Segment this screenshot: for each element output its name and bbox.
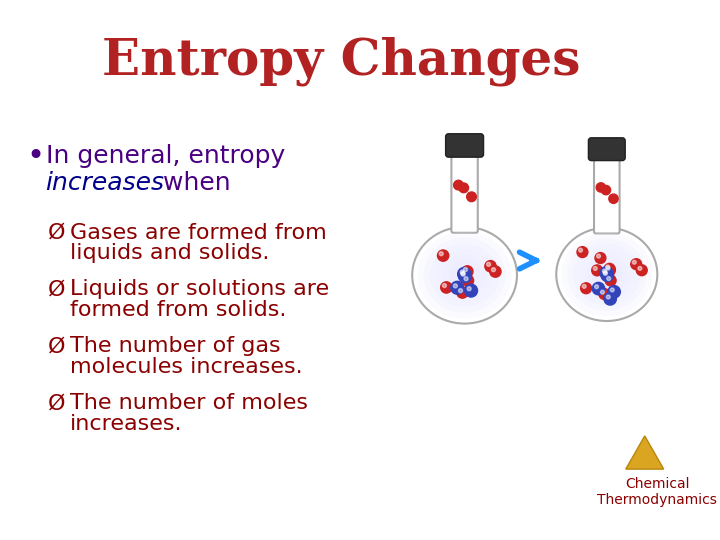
Text: Gases are formed from: Gases are formed from bbox=[70, 222, 327, 242]
Circle shape bbox=[600, 267, 613, 279]
Circle shape bbox=[462, 275, 474, 286]
Text: Ø: Ø bbox=[48, 393, 65, 413]
Ellipse shape bbox=[585, 255, 628, 294]
Circle shape bbox=[461, 272, 465, 276]
Circle shape bbox=[599, 288, 610, 300]
Circle shape bbox=[603, 269, 606, 273]
Ellipse shape bbox=[412, 227, 517, 323]
Ellipse shape bbox=[436, 249, 493, 301]
Circle shape bbox=[462, 266, 473, 277]
Circle shape bbox=[603, 272, 608, 275]
Text: Entropy Changes: Entropy Changes bbox=[102, 37, 580, 86]
Circle shape bbox=[601, 269, 613, 281]
Ellipse shape bbox=[449, 261, 480, 290]
Circle shape bbox=[454, 284, 457, 288]
Circle shape bbox=[606, 266, 610, 270]
Circle shape bbox=[604, 264, 615, 274]
Ellipse shape bbox=[580, 249, 634, 300]
Ellipse shape bbox=[592, 260, 622, 288]
Text: •: • bbox=[27, 141, 45, 171]
Ellipse shape bbox=[424, 238, 505, 313]
Ellipse shape bbox=[557, 228, 657, 321]
Text: Ø: Ø bbox=[48, 222, 65, 242]
Circle shape bbox=[604, 293, 616, 305]
Circle shape bbox=[631, 259, 642, 269]
Polygon shape bbox=[626, 436, 664, 469]
FancyBboxPatch shape bbox=[446, 134, 484, 157]
Text: increases: increases bbox=[45, 171, 164, 195]
Circle shape bbox=[464, 267, 467, 272]
Text: Ø: Ø bbox=[48, 280, 65, 300]
Text: In general, entropy: In general, entropy bbox=[45, 144, 293, 168]
Text: when: when bbox=[155, 171, 230, 195]
Circle shape bbox=[467, 287, 471, 291]
Text: increases.: increases. bbox=[70, 414, 183, 434]
Circle shape bbox=[592, 265, 603, 276]
FancyBboxPatch shape bbox=[588, 138, 625, 160]
Circle shape bbox=[487, 262, 490, 266]
Circle shape bbox=[454, 180, 463, 190]
Circle shape bbox=[601, 185, 611, 195]
Circle shape bbox=[459, 269, 472, 282]
FancyBboxPatch shape bbox=[594, 152, 620, 233]
Ellipse shape bbox=[418, 232, 512, 319]
Circle shape bbox=[451, 281, 464, 294]
Circle shape bbox=[632, 260, 636, 264]
Ellipse shape bbox=[573, 244, 640, 305]
Circle shape bbox=[580, 283, 592, 294]
Circle shape bbox=[611, 288, 614, 292]
Ellipse shape bbox=[430, 244, 499, 307]
Circle shape bbox=[606, 265, 610, 269]
Text: Chemical
Thermodynamics: Chemical Thermodynamics bbox=[597, 477, 717, 507]
Circle shape bbox=[603, 271, 607, 274]
Circle shape bbox=[441, 282, 452, 293]
Circle shape bbox=[595, 285, 598, 289]
Circle shape bbox=[606, 295, 611, 299]
Circle shape bbox=[460, 270, 464, 274]
Circle shape bbox=[438, 250, 449, 261]
Circle shape bbox=[596, 183, 606, 192]
Text: The number of gas: The number of gas bbox=[70, 336, 281, 356]
Circle shape bbox=[459, 288, 462, 293]
Text: The number of moles: The number of moles bbox=[70, 393, 308, 413]
Circle shape bbox=[458, 267, 471, 280]
Circle shape bbox=[456, 287, 468, 298]
Circle shape bbox=[577, 247, 588, 258]
Circle shape bbox=[605, 265, 616, 275]
Circle shape bbox=[606, 275, 616, 286]
Circle shape bbox=[595, 253, 606, 264]
Circle shape bbox=[608, 286, 621, 298]
Circle shape bbox=[597, 254, 600, 258]
Circle shape bbox=[467, 192, 477, 201]
Ellipse shape bbox=[567, 238, 647, 310]
Circle shape bbox=[442, 284, 446, 288]
Text: liquids and solids.: liquids and solids. bbox=[70, 244, 269, 264]
Circle shape bbox=[485, 261, 496, 272]
Circle shape bbox=[609, 194, 618, 204]
Circle shape bbox=[439, 252, 444, 256]
Circle shape bbox=[579, 248, 582, 252]
Ellipse shape bbox=[562, 232, 652, 316]
Circle shape bbox=[582, 285, 586, 288]
Text: Liquids or solutions are: Liquids or solutions are bbox=[70, 280, 329, 300]
FancyBboxPatch shape bbox=[451, 148, 478, 233]
Ellipse shape bbox=[443, 255, 487, 295]
Circle shape bbox=[461, 271, 465, 275]
Circle shape bbox=[600, 268, 613, 281]
Text: molecules increases.: molecules increases. bbox=[70, 357, 303, 377]
Circle shape bbox=[607, 276, 611, 280]
Text: Ø: Ø bbox=[48, 336, 65, 356]
Circle shape bbox=[490, 266, 501, 277]
Text: formed from solids.: formed from solids. bbox=[70, 300, 287, 320]
Circle shape bbox=[492, 268, 495, 272]
Circle shape bbox=[593, 282, 605, 295]
Circle shape bbox=[600, 290, 604, 294]
Circle shape bbox=[593, 267, 597, 271]
Circle shape bbox=[459, 183, 469, 193]
Circle shape bbox=[638, 266, 642, 271]
Circle shape bbox=[636, 265, 647, 276]
Circle shape bbox=[459, 269, 472, 282]
Circle shape bbox=[464, 284, 477, 297]
Circle shape bbox=[464, 276, 468, 281]
